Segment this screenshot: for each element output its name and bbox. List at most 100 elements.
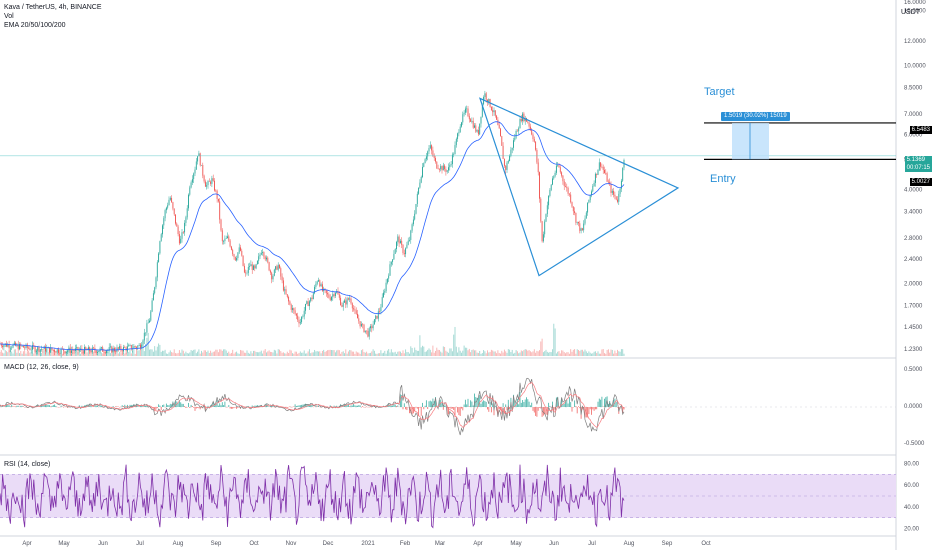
volume-bar (591, 353, 592, 356)
candle-body (202, 164, 204, 176)
candle-body (425, 156, 427, 160)
volume-bar (509, 349, 511, 356)
candle-body (139, 345, 141, 349)
volume-bar (574, 349, 576, 356)
candle-body (314, 286, 316, 294)
macd-hist-bar (528, 401, 530, 407)
macd-hist-bar (524, 399, 526, 407)
measure-badge[interactable]: 1.5019 (30.02%) 15019 (721, 112, 790, 121)
candle-body (229, 240, 231, 247)
time-axis-tick: Mar (435, 541, 445, 547)
volume-bar (526, 349, 527, 356)
volume-bar (201, 350, 202, 356)
candle-body (604, 169, 605, 174)
candle-body (212, 178, 214, 181)
rsi-label[interactable]: RSI (14, close) (4, 461, 51, 468)
volume-bar (168, 352, 170, 356)
candle-body (548, 195, 550, 206)
volume-bar (64, 351, 66, 356)
volume-bar (269, 351, 271, 356)
candle-body (180, 238, 182, 244)
volume-bar (431, 352, 433, 356)
candle-body (490, 106, 492, 111)
volume-bar (414, 347, 416, 356)
candle-body (479, 123, 481, 135)
candle-body (25, 344, 27, 348)
candle-body (379, 311, 381, 312)
volume-bar (165, 353, 167, 356)
macd-hist-bar (458, 407, 460, 416)
volume-bar (256, 352, 258, 356)
candle-body (503, 158, 505, 166)
macd-hist-bar (622, 407, 624, 414)
macd-hist-bar (100, 405, 102, 407)
symbol-title[interactable]: Kava / TetherUS, 4h, BINANCE (4, 4, 102, 11)
candle-body (442, 165, 444, 171)
volume-bar (536, 350, 538, 356)
candle-body (386, 278, 388, 283)
volume-bar (121, 351, 123, 356)
candle-body (254, 265, 256, 269)
volume-bar (67, 349, 69, 356)
volume-bar (403, 353, 405, 356)
macd-hist-bar (214, 405, 215, 407)
candle-body (363, 324, 365, 333)
macd-hist-bar (522, 400, 524, 407)
last-price-value: 5.1369 (906, 157, 925, 163)
candle-body (380, 307, 382, 312)
candle-body (327, 293, 329, 295)
candle-body (589, 195, 591, 201)
macd-hist-bar (514, 403, 516, 407)
volume-legend[interactable]: Vol (4, 13, 14, 20)
volume-bar (242, 350, 244, 356)
entry-label[interactable]: Entry (710, 173, 736, 185)
macd-hist-bar (492, 403, 494, 407)
macd-hist-bar (466, 404, 468, 407)
macd-line (0, 377, 625, 436)
macd-hist-bar (163, 404, 165, 407)
candle-body (334, 292, 336, 297)
volume-bar (292, 353, 293, 356)
candle-body (45, 346, 46, 352)
volume-bar (305, 353, 306, 356)
volume-bar (493, 351, 495, 356)
candle-body (315, 283, 317, 287)
volume-bar (316, 351, 318, 356)
candle-body (362, 324, 364, 325)
volume-bar (437, 349, 439, 356)
volume-bar (177, 352, 179, 356)
candle-body (22, 345, 24, 348)
volume-bar (457, 352, 459, 356)
macd-hist-bar (276, 405, 278, 407)
target-label[interactable]: Target (704, 86, 735, 98)
candle-body (533, 139, 535, 142)
candle-body (492, 110, 494, 113)
volume-bar (275, 350, 277, 356)
ema-legend[interactable]: EMA 20/50/100/200 (4, 22, 66, 29)
candle-body (129, 344, 131, 346)
macd-hist-bar (63, 407, 65, 408)
macd-hist-bar (431, 401, 433, 407)
volume-bar (396, 353, 397, 356)
candle-body (366, 330, 368, 332)
macd-hist-bar (513, 394, 514, 407)
volume-bar (558, 351, 560, 356)
macd-hist-bar (141, 405, 143, 407)
candle-body (373, 319, 375, 325)
macd-hist-bar (306, 404, 308, 407)
candle-body (201, 164, 202, 166)
candle-body (50, 347, 52, 353)
candle-body (318, 280, 319, 282)
volume-bar (445, 350, 447, 356)
price-axis-tick: 2.8000 (904, 236, 923, 242)
time-axis-tick: Aug (624, 541, 635, 547)
macd-label[interactable]: MACD (12, 26, close, 9) (4, 364, 79, 371)
candle-body (168, 199, 170, 206)
rsi-axis-tick: 80.00 (904, 461, 920, 467)
candle-body (407, 240, 409, 245)
macd-hist-bar (613, 399, 615, 407)
candle-body (163, 218, 165, 226)
macd-hist-bar (523, 401, 525, 407)
candle-body (34, 346, 36, 352)
